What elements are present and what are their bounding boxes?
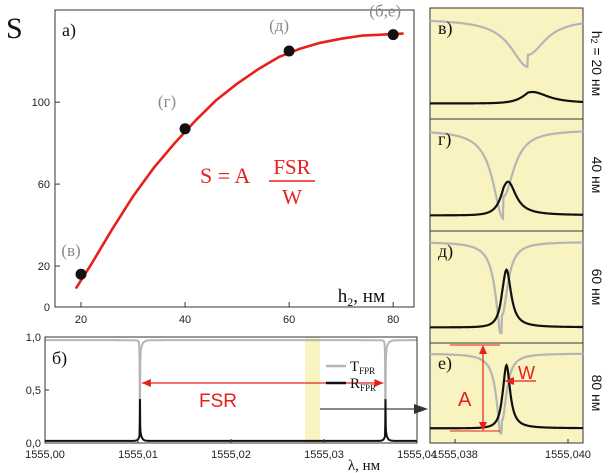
point-label: (г) bbox=[158, 92, 176, 111]
x-tick-label: 80 bbox=[387, 314, 399, 326]
transmission-curve bbox=[45, 339, 417, 414]
y-tick-label: 1,0 bbox=[26, 332, 41, 344]
zoom-x-tick-label: 1555,040 bbox=[545, 449, 591, 461]
formula-numerator: FSR bbox=[273, 155, 310, 179]
x-tick-label: 40 bbox=[179, 314, 191, 326]
x-tick-label: 1555,02 bbox=[211, 449, 251, 461]
x-tick-label: 1555,01 bbox=[118, 449, 158, 461]
annotation-w-label: W bbox=[518, 363, 535, 383]
fit-curve bbox=[74, 32, 404, 290]
x-tick-label: 1555,03 bbox=[304, 449, 344, 461]
y-tick-label: 60 bbox=[38, 179, 50, 191]
zoom-panel-label: г) bbox=[438, 129, 451, 150]
y-tick-label: 0 bbox=[44, 302, 50, 314]
y-tick-label: 20 bbox=[38, 261, 50, 273]
panel-b-x-label: λ, нм bbox=[348, 458, 381, 473]
zoom-panel-label: д) bbox=[438, 241, 453, 262]
x-tick-label: 1555,00 bbox=[25, 449, 65, 461]
y-tick-label: 0,0 bbox=[26, 438, 41, 450]
panel-a-frame bbox=[54, 9, 415, 308]
fit-curve-group bbox=[74, 32, 404, 290]
panel-a-axes bbox=[54, 9, 415, 308]
legend: TFPR RFPR bbox=[326, 359, 376, 393]
zoom-panel: в) h2 = 20 нм bbox=[429, 7, 606, 120]
x-tick-label: 1555,04 bbox=[397, 449, 437, 461]
amplitude-annotation: AW bbox=[450, 344, 536, 432]
fsr-annotation: FSR bbox=[141, 379, 384, 412]
zoom-x-tick-label: 1555,038 bbox=[432, 449, 478, 461]
panel-a-ticks: 20 40 60 80 0 20 60 100 bbox=[32, 97, 400, 326]
zoom-transmission-curve bbox=[429, 352, 583, 435]
annotation-a-label: A bbox=[458, 389, 472, 411]
zoom-ticks: 1555,038 1555,040 bbox=[432, 439, 591, 461]
data-point bbox=[179, 123, 191, 135]
y-tick-label: 100 bbox=[32, 97, 50, 109]
zoom-panel: г) 40 нм bbox=[429, 118, 605, 232]
zoom-reflection-curve bbox=[430, 90, 584, 105]
y-axis-symbol: S bbox=[6, 12, 23, 45]
panel-b: 1555,00 1555,01 1555,02 1555,03 1555,04 0,0 0,… bbox=[25, 332, 437, 473]
zoom-panel-frame bbox=[429, 7, 584, 120]
fsr-label: FSR bbox=[199, 391, 237, 412]
panel-b-ticks: 1555,00 1555,01 1555,02 1555,03 1555,04 0,0 0,… bbox=[25, 332, 437, 461]
data-point bbox=[387, 29, 399, 41]
zoom-side-label: h2 = 20 нм bbox=[589, 31, 606, 97]
formula: S = A FSR W bbox=[200, 155, 315, 209]
zoom-side-label: 80 нм bbox=[589, 375, 605, 412]
zoom-side-label: 40 нм bbox=[589, 157, 605, 194]
panel-a-label: а) bbox=[62, 20, 76, 41]
zoom-reflection-curve bbox=[430, 180, 583, 217]
panel-b-label: б) bbox=[52, 348, 67, 369]
formula-denominator: W bbox=[282, 185, 302, 209]
zoom-transmission-curve bbox=[429, 130, 584, 221]
point-label: (б,е) bbox=[369, 2, 401, 21]
formula-lhs: S = A bbox=[200, 163, 250, 188]
zoom-transmission-curve bbox=[429, 241, 583, 335]
panel-a-x-label: h2, нм bbox=[338, 286, 385, 309]
legend-r-label: RFPR bbox=[350, 376, 376, 393]
highlight-region bbox=[305, 337, 320, 443]
y-tick-label: 0,5 bbox=[26, 385, 41, 397]
data-points-group: (в) (г) (д) (б,е) bbox=[61, 2, 401, 280]
point-label: (в) bbox=[61, 241, 80, 260]
zoom-reflection-curve bbox=[429, 363, 583, 430]
zoom-side-label: 60 нм bbox=[589, 269, 605, 306]
point-label: (д) bbox=[269, 16, 289, 35]
data-point bbox=[75, 268, 87, 280]
data-point bbox=[283, 45, 295, 57]
legend-t-label: TFPR bbox=[350, 359, 375, 376]
x-tick-label: 20 bbox=[75, 314, 87, 326]
zoom-transmission-curve bbox=[429, 19, 584, 68]
panel-a: S а) (в) (г) (д) (б,е) 20 40 60 80 0 20 60 100 S =… bbox=[6, 2, 415, 326]
zoom-reflection-curve bbox=[430, 268, 583, 329]
zoom-arrow-head bbox=[414, 404, 428, 414]
zoom-panel-label: в) bbox=[438, 18, 453, 39]
zoom-panel-label: е) bbox=[438, 353, 452, 374]
x-tick-label: 60 bbox=[283, 314, 295, 326]
zoom-panel: д) 60 нм bbox=[429, 230, 605, 344]
